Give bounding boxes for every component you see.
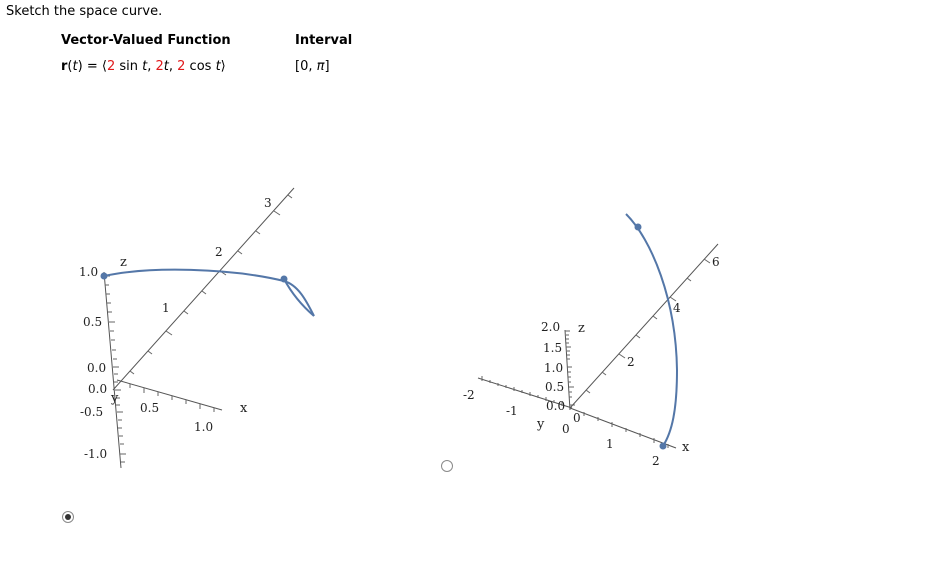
func-c2: 2 [155,59,164,74]
answer-option-2-radio[interactable] [441,460,453,472]
func-eq: = [82,59,102,74]
x-axis-line [116,379,223,411]
x-tick-label: 0.5 [140,401,159,415]
func-t: t [72,59,78,74]
plot-option-2: z y x 2.0 1.5 1.0 0.5 0.0 -2 -1 0 2 4 6 … [463,213,720,468]
plot-option-1: z y x 1.0 0.5 0.0 0.0 -0.5 -1.0 1 2 3 0.… [79,187,315,469]
func-a3: t [215,59,221,74]
z-axis-ticks [104,275,126,463]
z-axis-line [564,329,571,411]
z-tick-label: 1.0 [79,265,98,279]
column-header-interval: Interval [295,33,353,48]
z-tick-label: 1.5 [543,341,562,355]
y-axis-label: y [536,417,545,432]
x-axis-ticks [583,412,669,448]
x-tick-label: 1.0 [194,420,213,434]
z-tick-label: -0.5 [80,405,103,419]
y-tick-label: 2 [215,245,223,259]
question-prompt: Sketch the space curve. [6,4,163,19]
x-axis-label: x [240,401,248,416]
interval-pi: π [316,59,325,74]
func-f1: sin [115,59,143,74]
x-diag-ticks [585,258,711,394]
z-tick-label: 0.5 [545,380,564,394]
func-close: ⟩ [220,59,226,74]
func-f3: cos [185,59,216,74]
y-tick-label: 6 [712,255,720,269]
z-axis-label: z [578,321,585,336]
func-sep1: , [147,59,156,74]
z-tick-label: 1.0 [544,361,563,375]
z-tick-label: 0.0 [87,361,106,375]
z-tick-label: 2.0 [541,320,560,334]
space-curve [103,268,315,317]
y-tick-label: -1 [506,404,518,418]
x-tick-label: 1 [606,437,614,451]
interval-close: ] [324,59,330,74]
z-tick-label: 0.5 [83,315,102,329]
column-header-function: Vector-Valued Function [61,33,231,48]
x-axis-diag-line [569,243,719,409]
y-tick-label: 2 [627,355,635,369]
curve-endpoint-end [280,275,288,283]
y-tick-label: 3 [264,196,272,210]
space-curve [625,213,679,447]
z-axis-ticks [565,330,575,406]
x-tick-label: 0 [573,411,581,425]
answer-option-1-radio[interactable] [62,511,74,523]
y-axis-line [477,377,573,409]
y-axis-ticks [129,194,293,375]
func-c1: 2 [106,59,116,74]
y-tick-label: 0 [562,422,570,436]
x-axis-label: x [682,440,690,455]
z-tick-label: 0.0 [546,399,565,413]
curve-endpoint-start [634,223,642,231]
y-axis-line [112,187,295,391]
func-r: r [61,59,68,74]
interval-open: [0, [295,59,317,74]
x-tick-label: 2 [652,454,660,468]
func-a1: t [142,59,148,74]
y-tick-label: -2 [463,388,475,402]
z-axis-label: z [120,255,127,270]
func-sep2: , [168,59,178,74]
z-tick-label: 0.0 [88,382,107,396]
space-curve-branch [283,278,315,317]
x-axis-ticks [129,384,215,412]
curve-endpoint-end [659,442,667,450]
z-tick-label: -1.0 [84,447,107,461]
interval-value: [0, π] [295,59,330,74]
y-tick-label: 1 [162,301,170,315]
func-open: ⟨ [101,59,107,74]
x-axis-line [569,407,677,449]
vector-function: r(t) = ⟨2 sin t, 2t, 2 cos t⟩ [61,59,226,74]
func-c3: 2 [177,59,186,74]
y-tick-label: 4 [673,301,681,315]
z-axis-line [103,271,122,469]
func-a2: t [163,59,169,74]
curve-endpoint-start [100,272,108,280]
y-axis-label: y [110,391,119,406]
y-axis-ticks [481,376,563,406]
